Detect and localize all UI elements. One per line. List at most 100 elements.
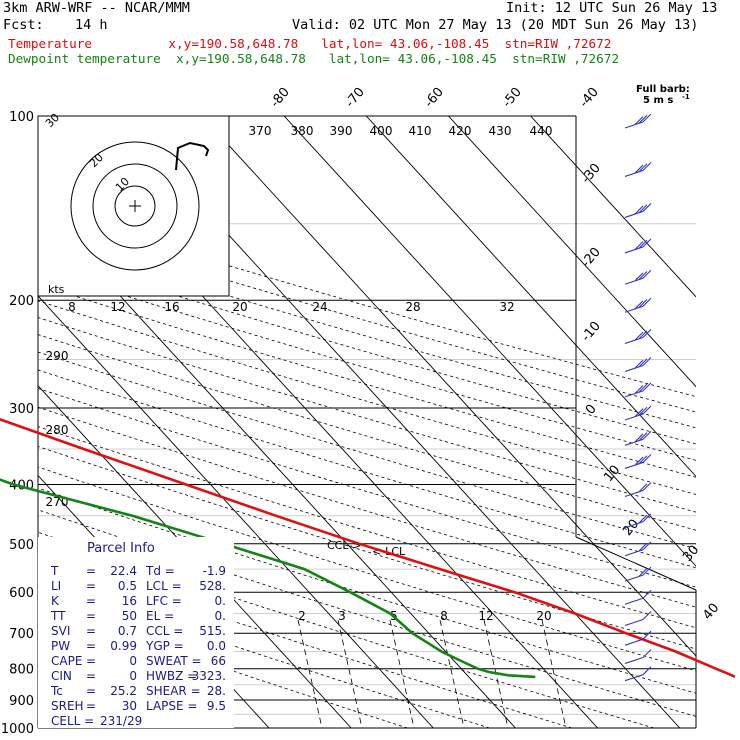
parcel-label: SWEAT = [146, 654, 202, 668]
barb-flag [642, 611, 652, 620]
mixing-ratio-line [297, 619, 323, 728]
wind-barb [624, 113, 652, 129]
isotherm-label: 30 [680, 543, 702, 565]
hodograph-units: kts [48, 283, 65, 296]
theta-e-label: 28 [405, 300, 420, 314]
barb-flag [634, 408, 644, 417]
mixing-ratio-label: 2 [298, 609, 306, 623]
dry-adiabat-label: 400 [370, 124, 393, 138]
isotherm-label: -20 [579, 245, 604, 271]
barb-flag [642, 405, 652, 415]
theta-e-label: 12 [110, 300, 125, 314]
frame-slant [575, 536, 697, 591]
parcel-label: LFC = [146, 594, 182, 608]
parcel-eq: = [86, 564, 96, 578]
dry-adiabat-label: 290 [46, 349, 69, 363]
barb-flag [642, 482, 652, 491]
theta-e-label: 24 [312, 300, 327, 314]
barb-flag [638, 358, 648, 368]
barb-flag [638, 163, 648, 173]
parcel-label: PW [51, 639, 70, 653]
pressure-tick-label: 200 [9, 294, 34, 309]
parcel-value: 0 [129, 654, 137, 668]
barb-flag [638, 114, 648, 124]
dry-adiabat-label: 440 [530, 124, 553, 138]
hodograph-ring [70, 141, 200, 271]
parcel-label: SVI [51, 624, 70, 638]
parcel-value: 0.99 [110, 639, 137, 653]
wind-barb [624, 589, 652, 605]
parcel-label: T [50, 564, 59, 578]
valid-time: Valid: 02 UTC Mon 27 May 13 (20 MDT Sun … [292, 17, 699, 33]
barb-flag [634, 331, 644, 341]
wind-barb [624, 238, 652, 254]
wind-barb [624, 382, 652, 398]
isotherm-label: 20 [620, 517, 642, 539]
barb-shaft [624, 121, 644, 129]
parcel-label: CAPE [51, 654, 82, 668]
parcel-eq: = [86, 624, 96, 638]
hodograph-ring [92, 163, 178, 249]
dry-adiabat [38, 317, 696, 513]
forecast-hour: 14 h [75, 17, 108, 33]
isotherm-line [38, 385, 352, 728]
isotherm-line [530, 116, 696, 298]
barb-shaft [624, 657, 644, 665]
isotherm-label: -80 [268, 85, 293, 111]
dry-adiabat-label: 430 [489, 124, 512, 138]
wind-barb [624, 649, 652, 665]
wind-barb [624, 513, 652, 529]
dry-adiabat-label: 280 [46, 423, 69, 437]
pressure-tick-label: 600 [9, 586, 34, 601]
barb-shaft [624, 365, 644, 373]
pressure-tick-label: 300 [9, 402, 34, 417]
isotherm-label: -30 [579, 161, 604, 187]
parcel-value: 3323. [192, 669, 226, 683]
barb-flag [638, 383, 648, 393]
parcel-label: CIN [51, 669, 72, 683]
barb-shaft [624, 574, 644, 582]
parcel-eq: = [86, 639, 96, 653]
dry-adiabat [38, 603, 408, 728]
barb-shaft [624, 169, 644, 177]
barb-legend-units: 5 m s [643, 95, 673, 106]
wind-barb [624, 611, 652, 627]
barb-shaft [624, 618, 644, 627]
parcel-eq: = [86, 609, 96, 623]
wind-barb [624, 297, 652, 313]
barb-flag [638, 330, 648, 340]
isotherm-label: -50 [500, 85, 525, 111]
parcel-label: LAPSE = [146, 699, 197, 713]
dry-adiabat-label: 380 [291, 124, 314, 138]
wind-barb [624, 482, 652, 497]
theta-e-label: 32 [499, 300, 514, 314]
wind-barb [624, 541, 652, 557]
dry-adiabat-label: 420 [449, 124, 472, 138]
wind-barb [624, 329, 652, 345]
barb-shaft [624, 210, 644, 218]
parcel-label: EL = [146, 609, 174, 623]
barb-flag [642, 589, 652, 599]
pressure-tick-label: 500 [9, 538, 34, 553]
parcel-value: 0.7 [118, 624, 137, 638]
barb-flag [642, 454, 652, 463]
parcel-value: 30 [122, 699, 137, 713]
barb-shaft [624, 390, 644, 398]
dry-adiabat [38, 222, 696, 413]
barb-flag [642, 666, 652, 676]
barb-shaft [624, 638, 644, 646]
parcel-value: 66 [211, 654, 226, 668]
parcel-eq: = [86, 594, 96, 608]
parcel-value: 16 [122, 594, 137, 608]
parcel-label: SHEAR = [146, 684, 201, 698]
mixing-ratio-line [541, 619, 567, 728]
dry-adiabat [38, 531, 655, 728]
temperature-legend: Temperature x,y=190.58,648.78 lat,lon= 4… [8, 36, 612, 51]
theta-e-label: 20 [232, 300, 247, 314]
barb-flag [638, 299, 648, 308]
barb-shaft [624, 438, 644, 446]
parcel-label: K [51, 594, 60, 608]
barb-flag [634, 300, 644, 310]
barb-shaft [624, 305, 644, 313]
